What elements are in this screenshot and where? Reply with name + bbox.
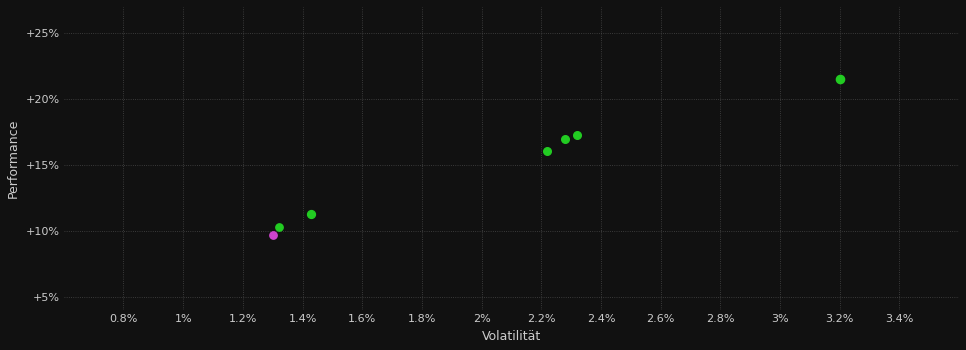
Point	[557, 136, 573, 142]
Point	[539, 148, 554, 154]
Point	[265, 232, 280, 238]
Y-axis label: Performance: Performance	[7, 119, 20, 198]
Point	[832, 77, 847, 82]
Point	[569, 132, 584, 138]
Point	[270, 224, 286, 230]
X-axis label: Volatilität: Volatilität	[482, 330, 541, 343]
Point	[303, 211, 319, 217]
